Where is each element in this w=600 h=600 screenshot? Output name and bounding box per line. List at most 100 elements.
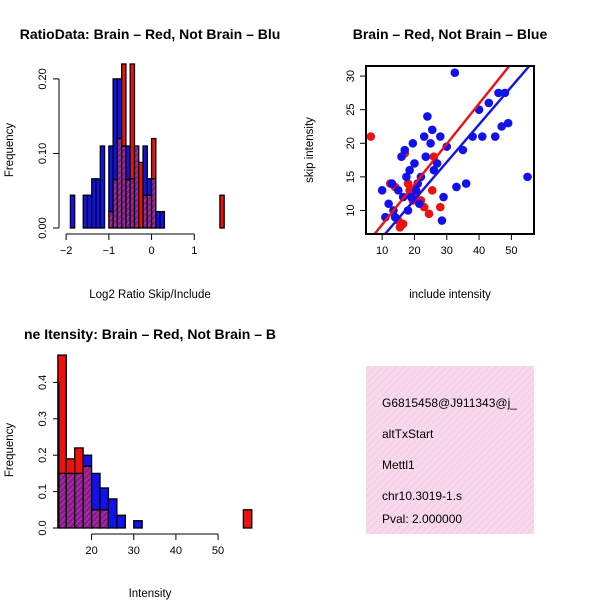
notbrain-point: [377, 186, 387, 195]
notbrain-point: [461, 179, 471, 188]
info-pval: Pval: 2.000000: [382, 512, 462, 526]
ratio-histogram-axes: −2 −1 0 1 0.00 0.10 0.20: [37, 68, 197, 257]
y-tick-label: 0.2: [37, 448, 49, 463]
y-tick-label: 30: [345, 70, 357, 82]
notbrain-bar: [99, 145, 106, 229]
x-tick-label: 30: [128, 545, 140, 557]
x-tick-label: −2: [60, 245, 73, 257]
brain-point: [436, 202, 445, 212]
scatter-ylabel: skip intensity: [304, 117, 316, 183]
notbrain-point: [394, 186, 403, 195]
notbrain-point: [427, 125, 437, 135]
scatter-points: [366, 66, 532, 234]
x-tick-label: 0: [149, 245, 155, 257]
brain-fit-line: [373, 66, 511, 234]
notbrain-point: [415, 199, 424, 209]
notbrain-point: [497, 122, 506, 131]
info-box-background: [366, 366, 534, 534]
brain-bar: [242, 509, 253, 529]
notbrain-point: [410, 159, 419, 168]
ratio-histogram-bars: [69, 63, 225, 229]
ratio-histogram-ylabel: Frequency: [4, 123, 16, 178]
notbrain-point: [484, 98, 494, 108]
notbrain-bar: [133, 520, 143, 529]
brain-point: [398, 219, 408, 229]
intensity-histogram-ylabel: Frequency: [4, 423, 16, 478]
overlap-bar: [74, 472, 84, 529]
notbrain-bar: [69, 194, 76, 229]
notbrain-point: [450, 68, 460, 78]
notbrain-point: [432, 159, 442, 168]
notbrain-point: [436, 132, 445, 141]
scatter-series-group: [366, 66, 532, 234]
brain-bar: [57, 354, 67, 475]
notbrain-point: [458, 145, 468, 155]
notbrain-point: [426, 138, 435, 148]
notbrain-point: [400, 145, 410, 155]
brain-point: [366, 132, 376, 141]
overlap-bar: [90, 509, 101, 529]
y-tick-label: 0.00: [37, 217, 49, 238]
brain-bar: [219, 194, 225, 229]
y-tick-label: 20: [345, 137, 357, 149]
notbrain-bar: [90, 472, 101, 511]
notbrain-point: [421, 152, 431, 162]
x-tick-label: 50: [212, 545, 224, 557]
brain-point: [427, 186, 437, 195]
y-tick-label: 25: [345, 104, 357, 116]
x-tick-label: 40: [170, 545, 182, 557]
notbrain-point: [439, 192, 448, 202]
notbrain-point: [411, 186, 421, 195]
y-tick-label: 0.4: [37, 375, 49, 390]
notbrain-bar: [82, 454, 93, 467]
notbrain-bar: [142, 145, 148, 196]
notbrain-point: [423, 112, 432, 121]
notbrain-bar: [99, 487, 110, 511]
x-tick-label: 30: [441, 245, 453, 257]
info-gene-name: Mettl1: [382, 458, 415, 472]
brain-bar: [121, 63, 127, 147]
intensity-scatter-panel: Brain – Red, Not Brain – Blue 10 20 30 40 50…: [304, 26, 547, 301]
intensity-histogram-bars: [57, 354, 253, 529]
ratio-histogram-xlabel: Log2 Ratio Skip/Include: [89, 289, 210, 301]
x-tick-label: 40: [473, 245, 485, 257]
info-event-id: G6815458@J911343@j_: [382, 396, 517, 410]
x-tick-label: 20: [408, 245, 420, 257]
y-tick-label: 0.0: [37, 520, 49, 535]
notbrain-point: [503, 118, 513, 128]
notbrain-fit-line: [383, 66, 531, 234]
notbrain-point: [397, 152, 406, 162]
notbrain-point: [387, 179, 397, 188]
intensity-histogram-title: ne Itensity: Brain – Red, Not Brain – B: [24, 326, 276, 342]
y-tick-label: 0.1: [37, 484, 49, 499]
notbrain-point: [452, 182, 461, 192]
notbrain-bar: [159, 210, 166, 229]
notbrain-point: [384, 199, 393, 209]
plot-frame: [365, 65, 535, 235]
brain-bar: [65, 458, 76, 475]
y-tick-label: 10: [345, 204, 357, 216]
x-tick-label: 1: [191, 245, 197, 257]
notbrain-point: [402, 172, 411, 182]
intensity-histogram-xlabel: Intensity: [129, 588, 172, 600]
ratio-histogram-panel: RatioData: Brain – Red, Not Brain – Blu …: [4, 26, 280, 301]
notbrain-point: [490, 132, 500, 141]
x-tick-label: 10: [376, 245, 388, 257]
x-tick-label: −1: [103, 245, 116, 257]
overlap-bar: [82, 465, 93, 529]
scatter-title: Brain – Red, Not Brain – Blue: [353, 26, 548, 42]
intensity-histogram-panel: ne Itensity: Brain – Red, Not Brain – B …: [4, 326, 276, 600]
notbrain-point: [478, 132, 487, 141]
notbrain-point: [429, 165, 439, 175]
x-tick-label: 20: [85, 545, 97, 557]
notbrain-point: [405, 165, 414, 175]
brain-point: [424, 209, 434, 219]
brain-point: [403, 179, 413, 188]
scatter-xlabel: include intensity: [409, 289, 491, 301]
notbrain-bar: [116, 514, 126, 529]
info-location: chr10.3019-1.s: [382, 489, 462, 503]
brain-bar: [129, 63, 136, 180]
notbrain-point: [408, 138, 418, 148]
y-tick-label: 15: [345, 171, 357, 183]
